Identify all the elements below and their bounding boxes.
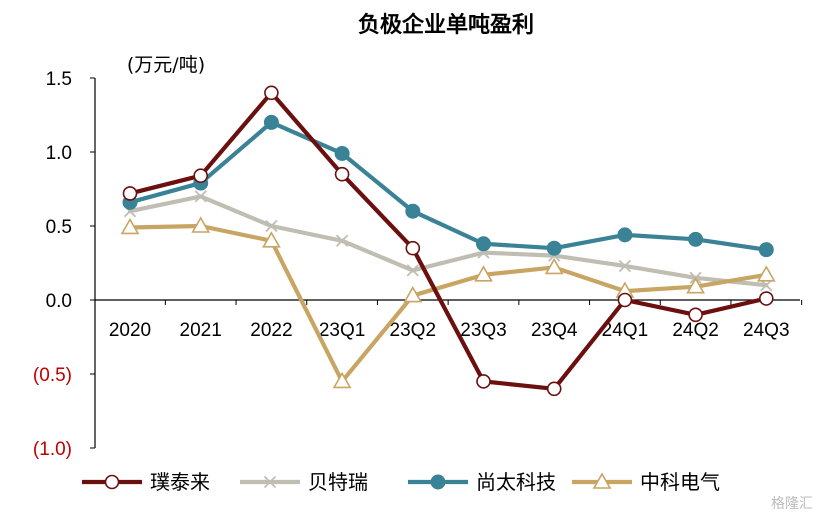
y-tick-label: 0.0 <box>46 291 72 312</box>
data-point <box>191 216 211 233</box>
data-point <box>617 227 633 243</box>
legend-item: 中科电气 <box>572 470 720 494</box>
data-point <box>334 166 350 182</box>
legend-label: 中科电气 <box>640 470 720 494</box>
data-point <box>618 259 632 273</box>
data-point <box>405 203 421 219</box>
legend-item: 尚太科技 <box>408 470 556 494</box>
data-point <box>334 145 350 161</box>
x-tick-label: 2020 <box>109 320 151 341</box>
x-tick-label: 2021 <box>180 320 222 341</box>
data-point <box>263 114 279 130</box>
data-point <box>403 285 423 303</box>
x-tick-label: 23Q2 <box>390 320 436 341</box>
data-point <box>406 264 419 277</box>
y-axis-unit-label: (万元/吨) <box>127 54 205 76</box>
data-point <box>405 240 421 256</box>
series-2 <box>123 190 773 292</box>
y-tick-label: (0.5) <box>33 365 72 386</box>
data-point <box>122 186 138 201</box>
x-tick-label: 24Q3 <box>743 320 789 341</box>
x-tick-label: 23Q3 <box>460 320 506 341</box>
data-point <box>546 240 562 256</box>
data-point <box>617 292 633 308</box>
data-point <box>476 374 491 389</box>
data-point <box>335 234 349 247</box>
data-point <box>332 371 352 389</box>
y-tick-label: 0.5 <box>46 217 72 238</box>
legend-item: 贝特瑞 <box>240 470 368 494</box>
series-1 <box>122 85 774 397</box>
x-tick-label: 23Q1 <box>319 320 365 341</box>
legend-label: 贝特瑞 <box>308 470 368 494</box>
data-point <box>264 85 279 101</box>
data-point <box>262 231 281 248</box>
legend-marker <box>104 474 120 490</box>
data-point <box>546 381 562 397</box>
data-point <box>474 265 493 282</box>
y-tick-label: 1.0 <box>46 143 72 164</box>
data-point <box>476 236 491 252</box>
series-line <box>127 194 769 288</box>
legend-label: 璞泰来 <box>150 470 210 494</box>
data-point <box>544 257 564 275</box>
watermark-logo: 格隆汇 <box>771 496 813 512</box>
legend-marker <box>263 475 277 489</box>
series-line <box>127 223 769 384</box>
x-tick-label: 24Q1 <box>602 320 648 341</box>
data-point <box>756 265 776 282</box>
data-point <box>688 307 703 323</box>
x-tick-label: 23Q4 <box>531 320 578 341</box>
y-tick-label: 1.5 <box>46 69 72 90</box>
series-3 <box>122 114 774 258</box>
y-tick-label: (1.0) <box>33 439 72 460</box>
data-point <box>758 242 774 258</box>
data-point <box>193 168 208 183</box>
x-tick-label: 24Q2 <box>672 320 718 341</box>
series-line <box>127 120 769 252</box>
legend-marker <box>430 474 446 490</box>
series-line <box>127 90 769 391</box>
chart-title: 负极企业单吨盈利 <box>358 12 534 38</box>
data-point <box>688 231 704 247</box>
legend-marker <box>592 472 612 489</box>
data-point <box>265 219 278 233</box>
data-point <box>686 277 705 294</box>
series-4 <box>120 216 776 389</box>
data-point <box>120 217 140 235</box>
legend-item: 璞泰来 <box>82 470 210 494</box>
legend-label: 尚太科技 <box>476 470 556 494</box>
data-point <box>758 291 774 306</box>
x-tick-label: 2022 <box>250 320 292 341</box>
data-point <box>194 190 207 203</box>
